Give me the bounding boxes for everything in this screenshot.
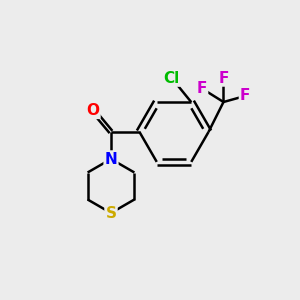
Text: O: O bbox=[86, 103, 100, 118]
Text: F: F bbox=[218, 70, 229, 86]
Text: F: F bbox=[240, 88, 250, 104]
Text: N: N bbox=[105, 152, 117, 166]
Text: S: S bbox=[106, 206, 116, 220]
Text: F: F bbox=[197, 81, 207, 96]
Text: Cl: Cl bbox=[164, 70, 180, 86]
